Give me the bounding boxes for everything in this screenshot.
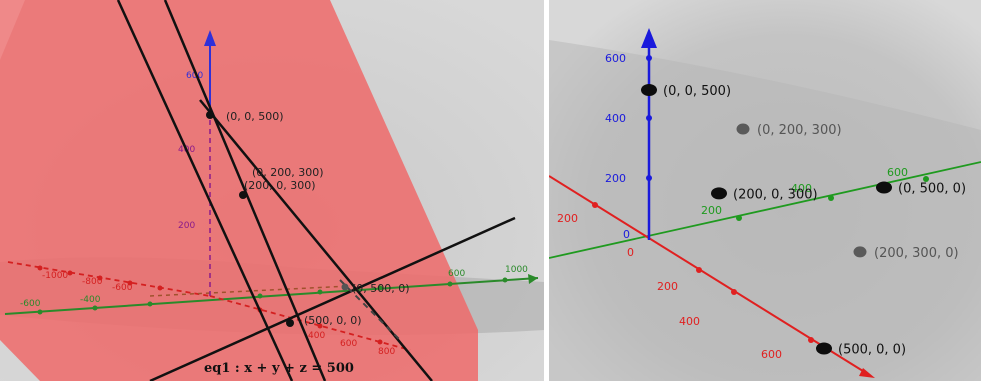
z-axis-ticks	[646, 55, 652, 181]
x-axis	[549, 175, 872, 377]
point-label: (500, 0, 0)	[838, 343, 906, 358]
panel-divider	[544, 0, 549, 381]
point-label: (0, 0, 500)	[663, 84, 731, 99]
left-3d-canvas[interactable]: -600 -400 600 1000 -1000 -800 -600 400 6…	[0, 0, 544, 381]
z-axis-arrow	[641, 28, 657, 48]
point-label: (0, 200, 300)	[252, 166, 324, 179]
right-3d-canvas[interactable]: 200 400 600 200 200 400 600 600 400 200 …	[549, 0, 981, 381]
z-tick-label: 200	[605, 172, 626, 185]
x-axis-arrow	[859, 368, 875, 378]
y-axis-arrow	[528, 274, 538, 284]
x-axis-ticks	[37, 265, 383, 345]
y-tick-label: 1000	[505, 265, 528, 275]
points-layer: (0, 0, 500) (0, 200, 300) (200, 0, 300) (0,…	[641, 84, 966, 358]
point-label: (200, 300, 0)	[874, 246, 959, 261]
y-tick-label: 200	[701, 204, 722, 217]
x-tick-label: 200	[657, 280, 678, 293]
z-tick-label: 600	[605, 52, 626, 65]
left-3d-view[interactable]: -600 -400 600 1000 -1000 -800 -600 400 6…	[0, 0, 544, 381]
x-tick-label: -1000	[42, 271, 68, 281]
x-tick-label: 600	[761, 348, 782, 361]
z-tick-label: 600	[186, 71, 203, 81]
point-label: (0, 0, 500)	[226, 110, 284, 123]
x-axis-ticks	[592, 202, 814, 343]
y-tick-label: -400	[80, 295, 101, 305]
z-tick-label: 400	[605, 112, 626, 125]
point-label: (200, 0, 300)	[244, 179, 316, 192]
point-label: (0, 200, 300)	[757, 123, 842, 138]
point-marker[interactable]	[641, 84, 657, 96]
x-tick-label: 400	[308, 331, 325, 341]
y-tick-label: 600	[448, 269, 465, 279]
point-0-0-500[interactable]	[206, 111, 214, 119]
trace-line	[149, 285, 351, 297]
intersection-line	[149, 216, 516, 381]
origin-label: 0	[623, 228, 630, 241]
point-200-0-300[interactable]	[239, 191, 247, 199]
point-label: (200, 0, 300)	[733, 187, 818, 202]
point-500-0-0[interactable]	[286, 319, 294, 327]
y-tick-label: 400	[791, 182, 812, 195]
point-marker[interactable]	[853, 246, 867, 258]
x-tick-label: 600	[340, 339, 357, 349]
intersection-line	[199, 99, 433, 381]
x-tick-label: -800	[82, 277, 103, 287]
x-tick-label: 200	[557, 212, 578, 225]
point-0-500-0[interactable]	[341, 283, 349, 291]
origin-label: 0	[627, 246, 634, 259]
intersection-line	[163, 0, 327, 381]
point-marker[interactable]	[711, 187, 727, 200]
x-axis-negative	[7, 261, 211, 297]
point-label: (0, 500, 0)	[898, 182, 966, 197]
y-tick-label: 600	[887, 166, 908, 179]
right-3d-view[interactable]: 200 400 600 200 200 400 600 600 400 200 …	[549, 0, 981, 381]
x-tick-label: 400	[679, 315, 700, 328]
y-axis-ticks	[736, 176, 929, 221]
y-axis-ticks	[37, 277, 508, 315]
point-marker[interactable]	[816, 342, 832, 355]
x-axis-positive	[209, 295, 411, 351]
x-tick-label: 800	[378, 347, 395, 357]
intersection-line	[116, 0, 294, 381]
y-tick-label: -600	[20, 299, 41, 309]
equation-label: eq1 : x + y + z = 500	[204, 361, 354, 376]
z-axis-arrow	[204, 30, 216, 46]
point-marker[interactable]	[876, 181, 892, 194]
hidden-edge	[339, 279, 401, 341]
point-label: (0, 500, 0)	[352, 282, 410, 295]
equation-plane	[0, 0, 478, 381]
z-tick-label: 200	[178, 221, 195, 231]
x-tick-label: -600	[112, 283, 133, 293]
y-axis	[549, 161, 981, 259]
point-marker[interactable]	[736, 123, 750, 135]
point-label: (500, 0, 0)	[304, 314, 362, 327]
